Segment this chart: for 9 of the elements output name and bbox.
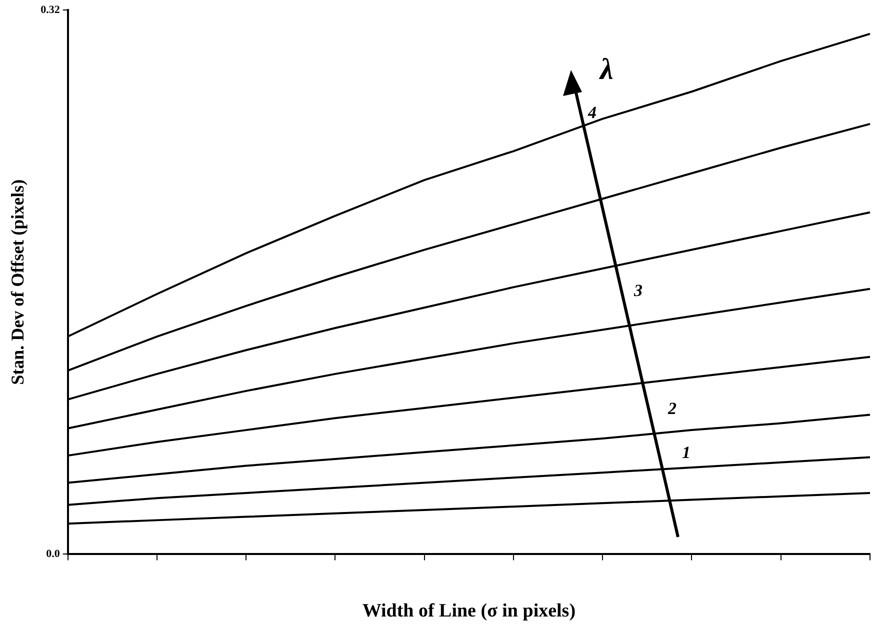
x-axis-title: Width of Line (σ in pixels) (362, 600, 576, 622)
annotation: 2 (668, 399, 676, 418)
y-tick-label: 0.0 (46, 548, 60, 560)
y-tick-label: 0.32 (40, 4, 60, 16)
annotation: 3 (634, 281, 642, 300)
annotation: 1 (682, 443, 690, 462)
annotation: λ (600, 53, 614, 86)
y-axis-title: Stan. Dev of Offset (pixels) (7, 179, 28, 385)
annotation: 4 (588, 103, 596, 122)
